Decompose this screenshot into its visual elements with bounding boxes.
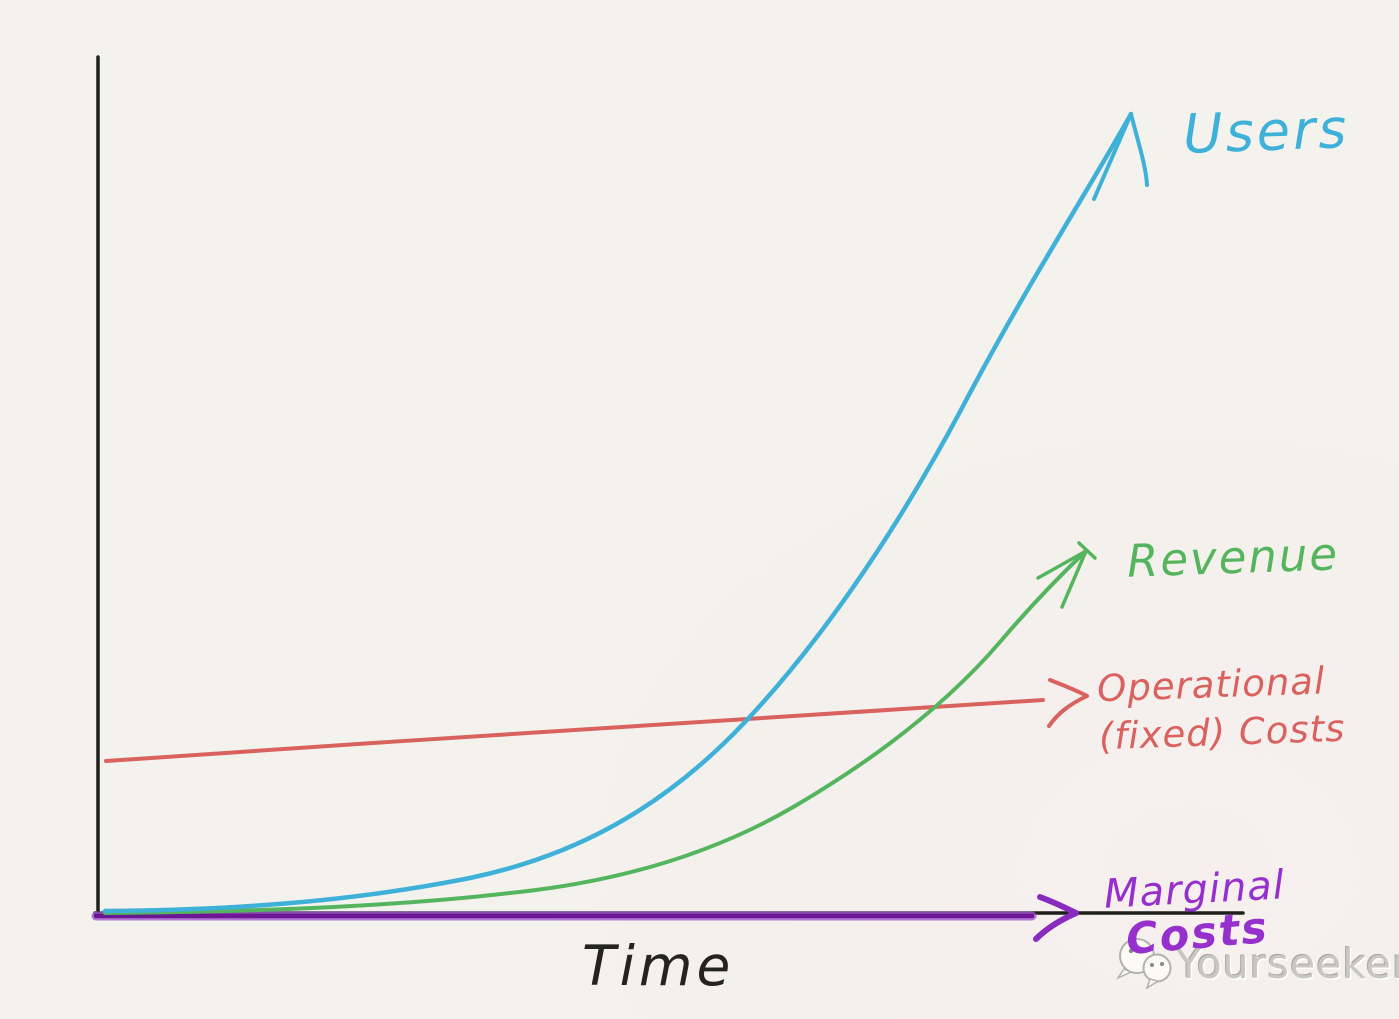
marginal-costs-arrowhead-icon	[1033, 894, 1079, 942]
operational-costs-line	[104, 698, 1045, 763]
operational-costs-arrowhead-icon	[1047, 678, 1089, 728]
chat-bubbles-icon	[1115, 938, 1172, 990]
operational-costs-label-line2: (fixed) Costs	[1098, 706, 1347, 759]
revenue-series-label: Revenue	[1126, 527, 1340, 588]
watermark-text: Yourseeker	[1176, 940, 1399, 988]
users-arrowhead-icon	[1092, 112, 1149, 201]
revenue-curve	[103, 549, 1088, 915]
x-axis-title: Time	[582, 934, 735, 998]
operational-costs-series-label: Operational (fixed) Costs	[1096, 657, 1346, 762]
revenue-arrowhead-icon	[1036, 541, 1097, 609]
operational-costs-label-line1: Operational	[1096, 659, 1326, 711]
users-curve	[102, 111, 1134, 914]
users-series-label: Users	[1181, 97, 1351, 166]
